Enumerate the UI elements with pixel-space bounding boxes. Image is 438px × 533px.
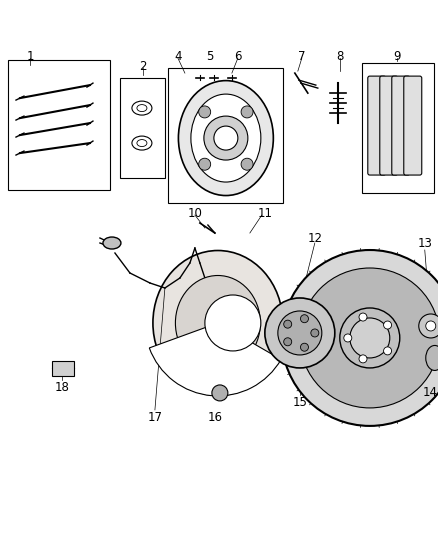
Circle shape xyxy=(204,116,248,160)
Ellipse shape xyxy=(132,136,152,150)
Circle shape xyxy=(205,295,261,351)
Circle shape xyxy=(241,158,253,170)
Text: 16: 16 xyxy=(207,411,223,424)
Text: 7: 7 xyxy=(298,50,306,62)
Text: 13: 13 xyxy=(417,237,432,249)
Ellipse shape xyxy=(103,237,121,249)
Circle shape xyxy=(359,355,367,363)
Text: 9: 9 xyxy=(393,50,400,62)
Circle shape xyxy=(212,385,228,401)
Circle shape xyxy=(241,106,253,118)
Text: 1: 1 xyxy=(26,50,34,62)
Ellipse shape xyxy=(426,345,438,370)
Circle shape xyxy=(340,308,400,368)
Circle shape xyxy=(344,334,352,342)
Bar xyxy=(168,68,283,203)
Bar xyxy=(52,361,74,376)
FancyBboxPatch shape xyxy=(392,76,410,175)
Text: 11: 11 xyxy=(258,206,272,220)
Text: 2: 2 xyxy=(139,60,147,72)
Ellipse shape xyxy=(175,276,260,370)
FancyBboxPatch shape xyxy=(380,76,398,175)
Circle shape xyxy=(426,321,436,331)
Bar xyxy=(120,78,165,178)
Circle shape xyxy=(284,338,292,346)
Ellipse shape xyxy=(178,80,273,196)
Circle shape xyxy=(265,298,335,368)
FancyBboxPatch shape xyxy=(368,76,386,175)
Wedge shape xyxy=(149,323,281,396)
Circle shape xyxy=(300,268,438,408)
Ellipse shape xyxy=(137,140,147,147)
Bar xyxy=(362,63,434,193)
Text: 4: 4 xyxy=(174,50,182,62)
Text: 17: 17 xyxy=(148,411,162,424)
Text: 12: 12 xyxy=(307,231,322,245)
Text: 8: 8 xyxy=(336,50,343,62)
Ellipse shape xyxy=(191,94,261,182)
Text: 5: 5 xyxy=(206,50,214,62)
Circle shape xyxy=(384,321,392,329)
Ellipse shape xyxy=(153,251,283,395)
Circle shape xyxy=(300,343,308,351)
Text: 6: 6 xyxy=(234,50,242,62)
Ellipse shape xyxy=(132,101,152,115)
Circle shape xyxy=(284,320,292,328)
Text: 10: 10 xyxy=(187,206,202,220)
Circle shape xyxy=(311,329,319,337)
Text: 15: 15 xyxy=(293,397,307,409)
Bar xyxy=(8,60,110,190)
Circle shape xyxy=(384,347,392,355)
FancyBboxPatch shape xyxy=(404,76,422,175)
Circle shape xyxy=(300,314,308,322)
Circle shape xyxy=(282,250,438,426)
Circle shape xyxy=(214,126,238,150)
Circle shape xyxy=(278,311,322,355)
Circle shape xyxy=(199,106,211,118)
Circle shape xyxy=(419,314,438,338)
Circle shape xyxy=(199,158,211,170)
Text: 18: 18 xyxy=(54,382,69,394)
Circle shape xyxy=(350,318,390,358)
Ellipse shape xyxy=(137,104,147,111)
Circle shape xyxy=(359,313,367,321)
Text: 14: 14 xyxy=(422,386,437,399)
